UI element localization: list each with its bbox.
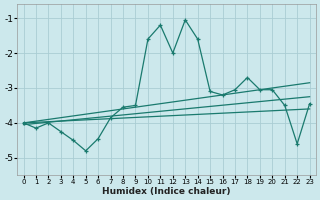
X-axis label: Humidex (Indice chaleur): Humidex (Indice chaleur) <box>102 187 231 196</box>
